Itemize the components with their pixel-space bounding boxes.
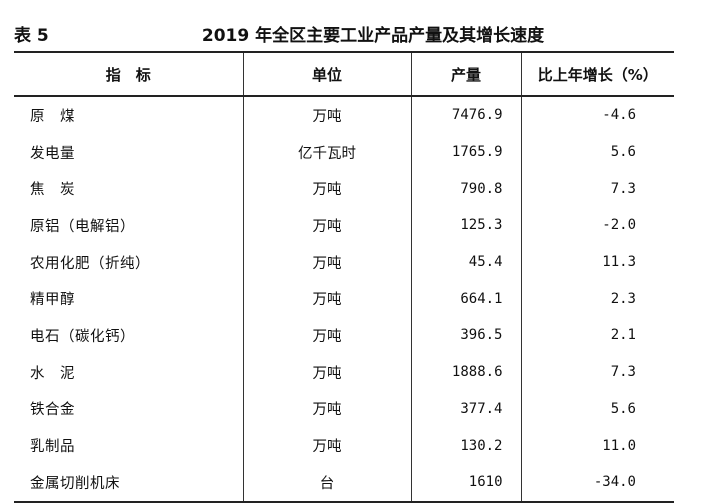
- table-row: 乳制品 万吨 130.2 11.0: [14, 427, 674, 464]
- unit-cell: 万吨: [242, 96, 411, 134]
- growth-cell: 5.6: [520, 390, 674, 428]
- table-number-label: 表 5: [14, 26, 49, 46]
- growth-cell: 2.1: [520, 317, 674, 354]
- table-row: 焦 炭 万吨 790.8 7.3: [14, 170, 674, 208]
- indicator-cell: 焦 炭: [30, 182, 75, 199]
- table-row: 铁合金 万吨 377.4 5.6: [14, 390, 674, 428]
- unit-cell: 万吨: [242, 243, 411, 281]
- growth-cell: 11.0: [520, 427, 674, 464]
- table-row: 精甲醇 万吨 664.1 2.3: [14, 280, 674, 318]
- table-row: 原 煤 万吨 7476.9 -4.6: [14, 96, 674, 134]
- indicator-cell: 原 煤: [30, 108, 75, 125]
- header-growth: 比上年增长（%）: [520, 51, 674, 97]
- growth-cell: 11.3: [520, 243, 674, 281]
- indicator-cell: 金属切削机床: [14, 463, 243, 503]
- indicator-cell: 农用化肥（折纯）: [30, 255, 150, 272]
- table-row: 电石（碳化钙） 万吨 396.5 2.1: [14, 317, 674, 354]
- header-unit: 单位: [242, 51, 411, 97]
- unit-cell: 万吨: [242, 317, 411, 354]
- unit-cell: 亿千瓦时: [242, 133, 411, 171]
- table-body: 原 煤 万吨 7476.9 -4.6 发电量 亿千瓦时 1765.9 5.6 焦…: [14, 96, 674, 503]
- header-row: 指 标 单位 产量 比上年增长（%）: [14, 51, 674, 97]
- table-row: 金属切削机床 台 1610 -34.0: [14, 463, 674, 503]
- indicator-cell: 铁合金: [30, 402, 75, 419]
- growth-cell: 7.3: [520, 170, 674, 208]
- output-cell: 45.4: [410, 243, 521, 281]
- industrial-output-table: 指 标 单位 产量 比上年增长（%） 原 煤 万吨 7476.9 -4.6 发电…: [14, 51, 674, 503]
- indicator-cell: 原铝（电解铝）: [30, 218, 135, 235]
- indicator-cell: 乳制品: [30, 439, 75, 456]
- unit-cell: 万吨: [242, 280, 411, 318]
- unit-cell: 台: [242, 463, 411, 503]
- header-output: 产量: [410, 51, 521, 97]
- indicator-cell: 电石（碳化钙）: [30, 328, 135, 345]
- indicator-cell: 精甲醇: [30, 292, 75, 309]
- output-cell: 1765.9: [410, 133, 521, 171]
- output-cell: 1610: [410, 463, 521, 503]
- output-cell: 396.5: [410, 317, 521, 354]
- table-title: 2019 年全区主要工业产品产量及其增长速度: [201, 26, 545, 46]
- output-cell: 1888.6: [410, 353, 521, 391]
- unit-cell: 万吨: [242, 170, 411, 208]
- growth-cell: -34.0: [520, 463, 674, 503]
- growth-cell: -4.6: [520, 96, 674, 134]
- output-cell: 125.3: [410, 207, 521, 244]
- header-indicator: 指 标: [14, 51, 243, 97]
- output-cell: 377.4: [410, 390, 521, 428]
- output-cell: 790.8: [410, 170, 521, 208]
- table-header: 指 标 单位 产量 比上年增长（%）: [14, 51, 674, 97]
- table-row: 原铝（电解铝） 万吨 125.3 -2.0: [14, 207, 674, 244]
- unit-cell: 万吨: [242, 207, 411, 244]
- indicator-cell: 发电量: [30, 145, 75, 162]
- output-cell: 130.2: [410, 427, 521, 464]
- growth-cell: 7.3: [520, 353, 674, 391]
- table-row: 农用化肥（折纯） 万吨 45.4 11.3: [14, 243, 674, 281]
- unit-cell: 万吨: [242, 427, 411, 464]
- table-row: 水 泥 万吨 1888.6 7.3: [14, 353, 674, 391]
- growth-cell: 5.6: [520, 133, 674, 171]
- table-row: 发电量 亿千瓦时 1765.9 5.6: [14, 133, 674, 171]
- output-cell: 7476.9: [410, 96, 521, 134]
- unit-cell: 万吨: [242, 390, 411, 428]
- growth-cell: -2.0: [520, 207, 674, 244]
- output-cell: 664.1: [410, 280, 521, 318]
- unit-cell: 万吨: [242, 353, 411, 391]
- indicator-cell: 水 泥: [30, 365, 75, 382]
- growth-cell: 2.3: [520, 280, 674, 318]
